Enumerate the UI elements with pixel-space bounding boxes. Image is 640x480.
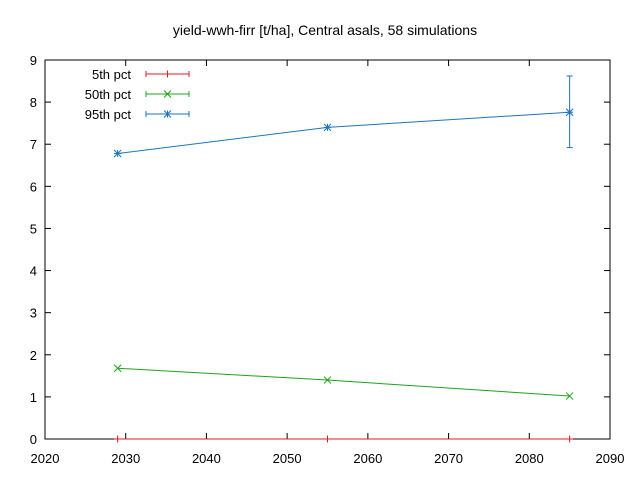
- data-point-marker: [565, 392, 574, 400]
- y-tick-label: 9: [30, 53, 37, 68]
- y-tick-label: 8: [30, 95, 37, 110]
- series-2: [113, 364, 574, 400]
- x-tick-label: 2070: [434, 451, 463, 466]
- marker-stroke: [113, 364, 122, 373]
- y-tick-label: 7: [30, 137, 37, 152]
- data-point-marker: [113, 149, 122, 158]
- series-3: [113, 75, 574, 158]
- x-tick-label: 2040: [192, 451, 221, 466]
- y-tick-label: 4: [30, 264, 37, 279]
- series-1: [114, 435, 574, 443]
- legend-item: 5th pct: [92, 67, 190, 82]
- data-point-marker: [163, 110, 172, 118]
- marker-stroke: [113, 149, 122, 158]
- data-point-marker: [113, 364, 122, 373]
- x-tick-label: 2030: [111, 451, 140, 466]
- y-tick-label: 2: [30, 348, 37, 363]
- series-layer: [113, 75, 574, 443]
- chart-title: yield-wwh-firr [t/ha], Central asals, 58…: [173, 22, 477, 38]
- y-tick-label: 6: [30, 179, 37, 194]
- data-point-marker: [323, 123, 332, 132]
- marker-stroke: [323, 123, 332, 132]
- data-point-marker: [163, 90, 172, 98]
- data-point-marker: [324, 435, 331, 443]
- legend-label: 5th pct: [92, 67, 131, 82]
- y-tick-label: 1: [30, 390, 37, 405]
- axes: 0 1 2 3 4 5 6 7 8 9 2020 2030 2040 2050 2060 2070 2080 20…: [30, 53, 625, 466]
- legend-item: 50th pct: [85, 87, 190, 102]
- series-line: [117, 111, 570, 154]
- data-point-marker: [164, 70, 171, 78]
- x-tick-label: 2020: [31, 451, 60, 466]
- legend-label: 50th pct: [85, 87, 132, 102]
- y-tick-label: 5: [30, 221, 37, 236]
- series-line: [117, 367, 570, 397]
- data-point-marker: [565, 108, 574, 117]
- marker-stroke: [163, 90, 172, 98]
- marker-stroke: [163, 110, 172, 118]
- marker-stroke: [565, 392, 574, 400]
- marker-stroke: [323, 376, 332, 384]
- legend-label: 95th pct: [85, 107, 132, 122]
- x-tick-label: 2090: [596, 451, 625, 466]
- y-tick-label: 0: [30, 432, 37, 447]
- x-tick-label: 2080: [515, 451, 544, 466]
- x-tick-label: 2060: [353, 451, 382, 466]
- legend: 5th pct 50th pct 95th pct: [85, 67, 190, 122]
- data-point-marker: [323, 376, 332, 384]
- marker-stroke: [565, 108, 574, 117]
- legend-item: 95th pct: [85, 107, 190, 122]
- data-point-marker: [566, 435, 574, 443]
- x-tick-label: 2050: [273, 451, 302, 466]
- data-point-marker: [114, 435, 122, 443]
- y-tick-label: 3: [30, 306, 37, 321]
